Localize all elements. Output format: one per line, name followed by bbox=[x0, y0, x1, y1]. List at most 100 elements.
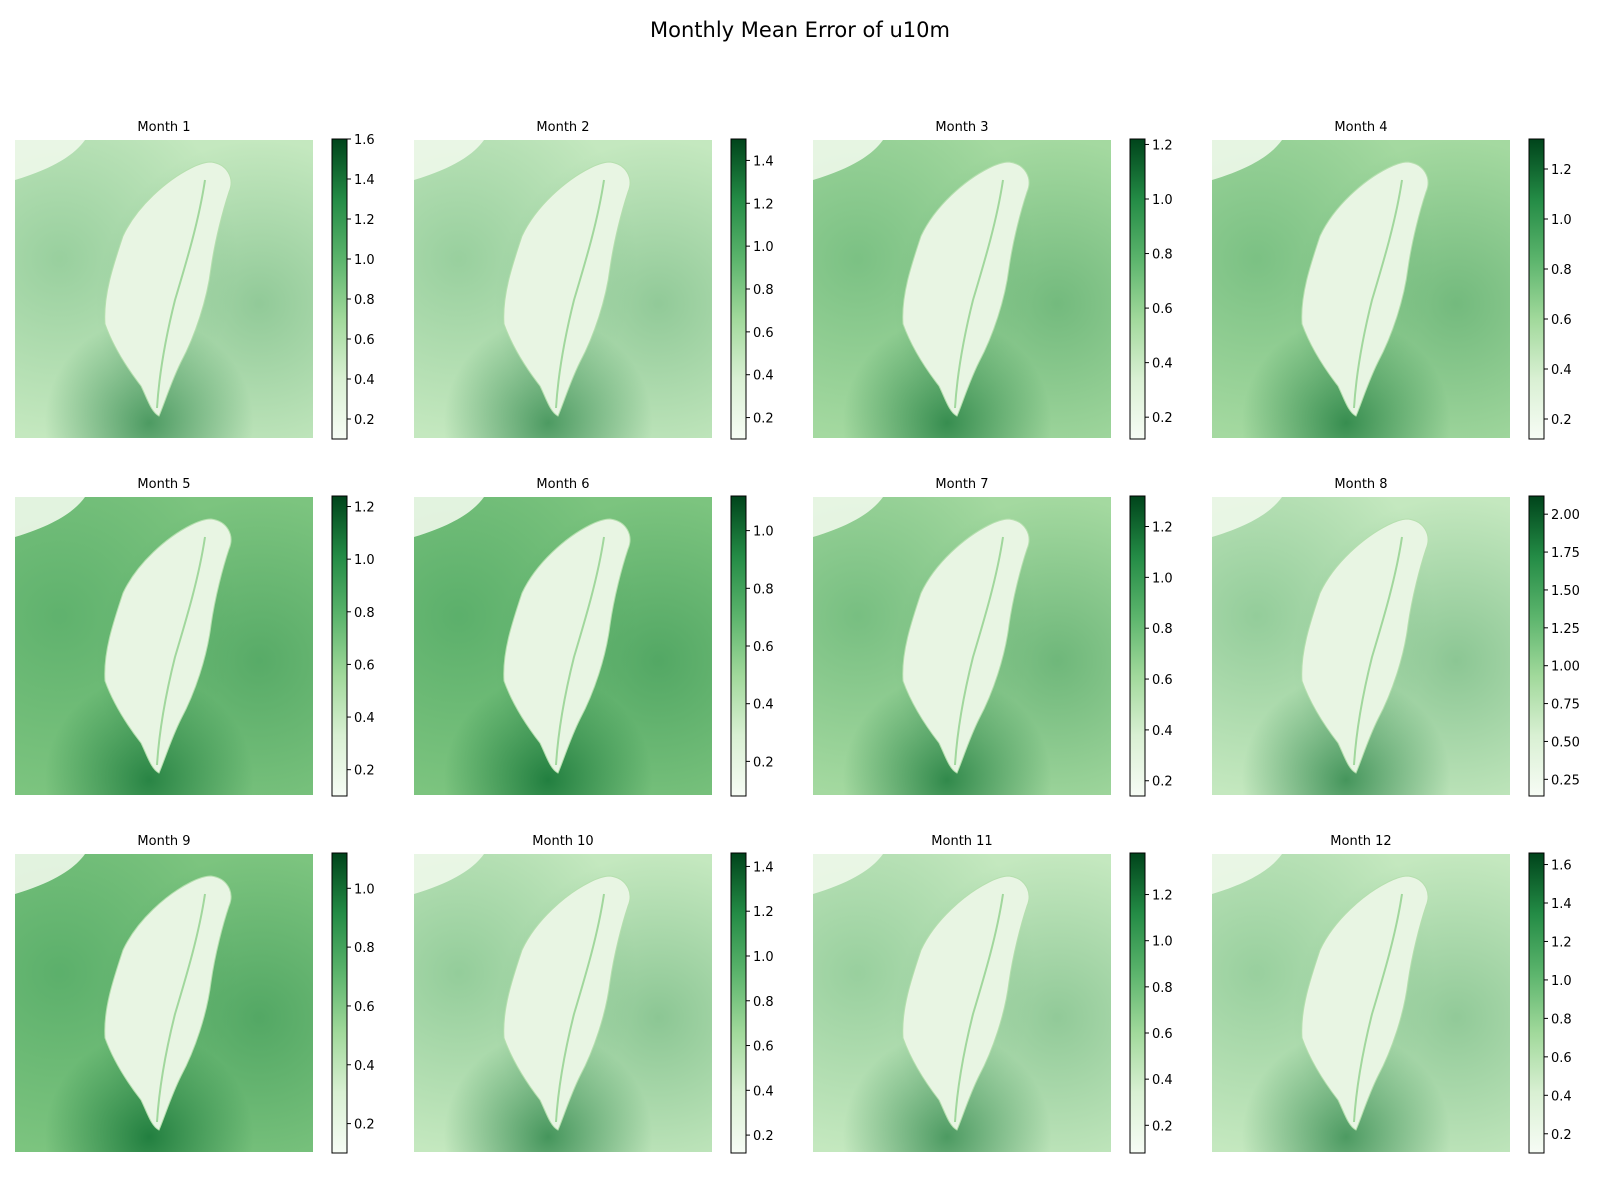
colorbar-tick-label: 0.8 bbox=[1551, 263, 1572, 278]
colorbar-tick-label: 0.4 bbox=[354, 711, 375, 726]
colorbar bbox=[1129, 495, 1146, 797]
coast-corner bbox=[1212, 140, 1282, 180]
colorbar-tick-label: 1.0 bbox=[1152, 193, 1173, 208]
heatmap-panel bbox=[414, 497, 712, 795]
colorbar-tick-label: 1.2 bbox=[1152, 138, 1173, 153]
colorbar-tick-label: 0.2 bbox=[354, 764, 375, 779]
colorbar-tick-label: 0.8 bbox=[1152, 622, 1173, 637]
colorbar-tick-label: 0.8 bbox=[753, 995, 774, 1010]
colorbar-tick-label: 1.4 bbox=[753, 154, 774, 169]
colorbar-tick-label: 0.6 bbox=[1152, 302, 1173, 317]
coast-corner bbox=[414, 497, 484, 537]
colorbar bbox=[730, 495, 747, 797]
colorbar-tick-label: 0.4 bbox=[753, 369, 774, 384]
colorbar-tick-label: 0.6 bbox=[354, 333, 375, 348]
colorbar-tick-label: 0.75 bbox=[1551, 698, 1580, 713]
coast-corner bbox=[813, 497, 883, 537]
colorbar-tick-label: 2.00 bbox=[1551, 508, 1580, 523]
colorbar-tick-label: 1.2 bbox=[1551, 163, 1572, 178]
colorbar-tick-label: 1.2 bbox=[753, 905, 774, 920]
colorbar-tick-label: 1.0 bbox=[1152, 571, 1173, 586]
island-shape bbox=[503, 518, 631, 774]
island-ridge bbox=[555, 179, 605, 409]
coast-corner bbox=[414, 854, 484, 894]
colorbar bbox=[1129, 138, 1146, 440]
colorbar-tick-label: 0.2 bbox=[1551, 1128, 1572, 1143]
colorbar-tick-label: 0.8 bbox=[354, 293, 375, 308]
colorbar bbox=[1528, 138, 1545, 440]
colorbar-tick-label: 0.2 bbox=[1152, 411, 1173, 426]
colorbar bbox=[730, 852, 747, 1154]
colorbar-tick-label: 0.4 bbox=[1152, 724, 1173, 739]
colorbar-tick-label: 0.4 bbox=[1152, 1073, 1173, 1088]
island-ridge bbox=[555, 536, 605, 766]
colorbar-tick-label: 1.0 bbox=[354, 882, 375, 897]
colorbar-tick-label: 0.6 bbox=[753, 640, 774, 655]
panel-title: Month 11 bbox=[931, 834, 992, 849]
island-shape bbox=[902, 518, 1030, 774]
colorbar-tick-label: 0.6 bbox=[1551, 1051, 1572, 1066]
colorbar-tick-label: 0.4 bbox=[1551, 1089, 1572, 1104]
island-ridge bbox=[1353, 179, 1403, 409]
colorbar-tick-label: 1.0 bbox=[354, 253, 375, 268]
panel-title: Month 12 bbox=[1330, 834, 1391, 849]
panel-title: Month 8 bbox=[1334, 477, 1387, 492]
colorbar-tick-label: 0.6 bbox=[1551, 313, 1572, 328]
coast-corner bbox=[1212, 497, 1282, 537]
colorbar-tick-label: 0.2 bbox=[354, 413, 375, 428]
panel-title: Month 7 bbox=[935, 477, 988, 492]
island-shape bbox=[1301, 518, 1429, 774]
colorbar-tick-label: 1.2 bbox=[1152, 889, 1173, 904]
colorbar bbox=[1528, 495, 1545, 797]
colorbar-tick-label: 0.6 bbox=[753, 326, 774, 341]
colorbar-tick-label: 0.4 bbox=[354, 1059, 375, 1074]
island-ridge bbox=[954, 179, 1004, 409]
island-shape bbox=[1301, 875, 1429, 1131]
island-shape bbox=[902, 161, 1030, 417]
island-shape bbox=[503, 875, 631, 1131]
coast-corner bbox=[15, 854, 85, 894]
colorbar-tick-label: 0.2 bbox=[1152, 775, 1173, 790]
island-ridge bbox=[156, 893, 206, 1123]
coast-corner bbox=[813, 140, 883, 180]
panel-title: Month 10 bbox=[532, 834, 593, 849]
colorbar-tick-label: 0.25 bbox=[1551, 773, 1580, 788]
colorbar-tick-label: 0.50 bbox=[1551, 735, 1580, 750]
heatmap-panel bbox=[1212, 140, 1510, 438]
colorbar-tick-label: 0.8 bbox=[354, 941, 375, 956]
heatmap-panel bbox=[15, 854, 313, 1152]
colorbar-tick-label: 0.8 bbox=[753, 582, 774, 597]
island-ridge bbox=[555, 893, 605, 1123]
heatmap-panel bbox=[15, 497, 313, 795]
heatmap-panel bbox=[15, 140, 313, 438]
colorbar-tick-label: 1.00 bbox=[1551, 660, 1580, 675]
colorbar-tick-label: 0.6 bbox=[1152, 1027, 1173, 1042]
colorbar-tick-label: 1.50 bbox=[1551, 584, 1580, 599]
panel-title: Month 9 bbox=[137, 834, 190, 849]
island-ridge bbox=[156, 179, 206, 409]
coast-corner bbox=[414, 140, 484, 180]
colorbar-tick-label: 1.75 bbox=[1551, 546, 1580, 561]
colorbar bbox=[1528, 852, 1545, 1154]
colorbar bbox=[331, 495, 348, 797]
colorbar-tick-label: 0.6 bbox=[354, 658, 375, 673]
colorbar-tick-label: 0.8 bbox=[1152, 248, 1173, 263]
colorbar-tick-label: 1.4 bbox=[354, 173, 375, 188]
colorbar-tick-label: 0.2 bbox=[753, 412, 774, 427]
colorbar-tick-label: 0.4 bbox=[1551, 363, 1572, 378]
colorbar-tick-label: 0.8 bbox=[354, 606, 375, 621]
colorbar-tick-label: 1.2 bbox=[354, 213, 375, 228]
colorbar-tick-label: 1.2 bbox=[753, 197, 774, 212]
heatmap-panel bbox=[813, 497, 1111, 795]
panel-title: Month 3 bbox=[935, 120, 988, 135]
heatmap-panel bbox=[813, 140, 1111, 438]
colorbar bbox=[331, 138, 348, 440]
heatmap-panel bbox=[414, 140, 712, 438]
colorbar-tick-label: 1.6 bbox=[354, 133, 375, 148]
panel-title: Month 5 bbox=[137, 477, 190, 492]
coast-corner bbox=[15, 497, 85, 537]
colorbar bbox=[1129, 852, 1146, 1154]
island-shape bbox=[104, 875, 232, 1131]
